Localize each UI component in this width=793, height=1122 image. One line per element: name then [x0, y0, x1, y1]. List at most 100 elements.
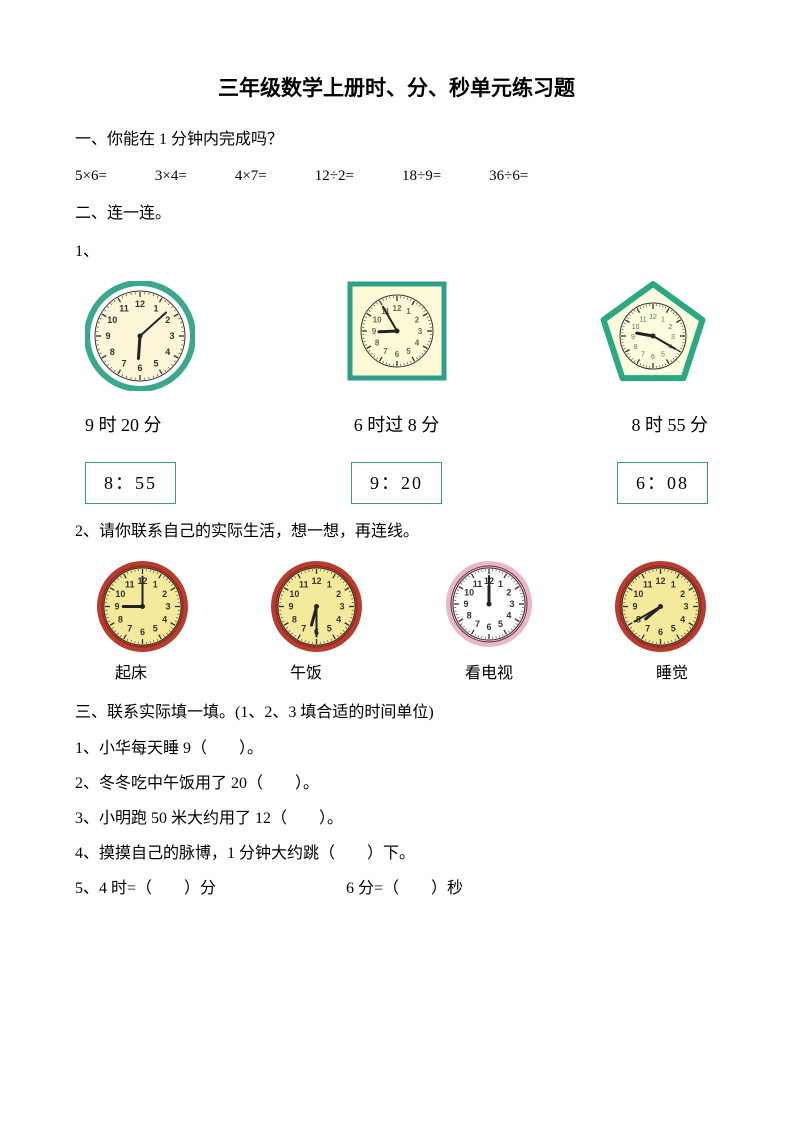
svg-text:1: 1 — [661, 317, 665, 324]
svg-text:2: 2 — [336, 589, 341, 599]
svg-text:3: 3 — [509, 599, 514, 609]
svg-text:6: 6 — [140, 627, 145, 637]
math-problem: 3×4= — [155, 163, 187, 190]
clock-square: 123456789101112 — [347, 281, 447, 391]
clocks-row-2: 123456789101112 123456789101112 12345678… — [75, 559, 718, 654]
clock-round: 123456789101112 — [269, 559, 364, 654]
page-title: 三年级数学上册时、分、秒单元练习题 — [75, 70, 718, 108]
svg-text:4: 4 — [506, 610, 511, 620]
math-problem: 5×6= — [75, 163, 107, 190]
math-problems-row: 5×6= 3×4= 4×7= 12÷2= 18÷9= 36÷6= — [75, 163, 718, 190]
svg-text:8: 8 — [292, 614, 297, 624]
svg-text:8: 8 — [466, 610, 471, 620]
svg-text:12: 12 — [392, 304, 401, 313]
svg-text:7: 7 — [383, 347, 388, 356]
svg-text:6: 6 — [658, 627, 663, 637]
svg-text:1: 1 — [406, 307, 411, 316]
math-problem: 18÷9= — [402, 163, 441, 190]
svg-text:3: 3 — [340, 601, 345, 611]
svg-text:7: 7 — [641, 352, 645, 359]
svg-text:7: 7 — [127, 623, 132, 633]
svg-text:5: 5 — [498, 619, 503, 629]
svg-text:11: 11 — [119, 303, 129, 313]
svg-text:5: 5 — [153, 623, 158, 633]
time-label: 6 时过 8 分 — [354, 409, 440, 441]
section2-heading: 二、连一连。 — [75, 200, 718, 229]
svg-text:9: 9 — [631, 334, 635, 341]
svg-text:4: 4 — [165, 347, 170, 357]
time-labels-row: 9 时 20 分 6 时过 8 分 8 时 55 分 — [75, 409, 718, 441]
svg-text:5: 5 — [661, 352, 665, 359]
clock-pentagon: 123456789101112 — [598, 281, 708, 391]
svg-text:11: 11 — [472, 579, 482, 589]
section1-heading: 一、你能在 1 分钟内完成吗？ — [75, 126, 718, 155]
svg-text:1: 1 — [671, 579, 676, 589]
svg-text:1: 1 — [498, 579, 503, 589]
fill-line: 1、小华每天睡 9（ ）。 — [75, 735, 718, 764]
fill-line: 3、小明跑 50 米大约用了 12（ ）。 — [75, 805, 718, 834]
activity-label: 睡觉 — [656, 660, 688, 689]
fill-line-pair: 5、4 时=（ ）分 6 分=（ ）秒 — [75, 875, 718, 904]
svg-text:9: 9 — [463, 599, 468, 609]
svg-text:1: 1 — [153, 303, 158, 313]
clock-circle: 123456789101112 — [85, 281, 195, 391]
svg-text:2: 2 — [506, 587, 511, 597]
fill-line: 4、摸摸自己的脉博，1 分钟大约跳（ ）下。 — [75, 840, 718, 869]
svg-text:12: 12 — [312, 576, 322, 586]
svg-text:7: 7 — [475, 619, 480, 629]
svg-text:2: 2 — [680, 589, 685, 599]
digital-times-row: 8：55 9：20 6：08 — [75, 462, 718, 504]
svg-text:8: 8 — [118, 614, 123, 624]
clock-round: 123456789101112 — [613, 559, 708, 654]
svg-text:9: 9 — [289, 601, 294, 611]
svg-text:1: 1 — [327, 579, 332, 589]
svg-text:2: 2 — [668, 324, 672, 331]
clock-round: 123456789101112 — [444, 559, 534, 654]
svg-text:5: 5 — [406, 347, 411, 356]
svg-text:9: 9 — [632, 601, 637, 611]
svg-text:1: 1 — [153, 579, 158, 589]
fill-line: 2、冬冬吃中午饭用了 20（ ）。 — [75, 770, 718, 799]
activities-row: 起床 午饭 看电视 睡觉 — [75, 660, 718, 689]
svg-text:10: 10 — [290, 589, 300, 599]
svg-text:2: 2 — [162, 589, 167, 599]
time-label: 8 时 55 分 — [632, 409, 709, 441]
svg-text:10: 10 — [372, 316, 381, 325]
activity-label: 起床 — [115, 660, 147, 689]
svg-text:10: 10 — [107, 315, 117, 325]
svg-text:11: 11 — [299, 579, 309, 589]
svg-text:9: 9 — [371, 327, 376, 336]
svg-text:6: 6 — [137, 363, 142, 373]
svg-text:12: 12 — [655, 576, 665, 586]
svg-text:12: 12 — [649, 314, 657, 321]
svg-text:10: 10 — [632, 324, 640, 331]
svg-text:7: 7 — [302, 623, 307, 633]
fill-5a: 5、4 时=（ ）分 — [75, 875, 216, 904]
math-problem: 4×7= — [235, 163, 267, 190]
svg-text:4: 4 — [336, 614, 341, 624]
svg-text:6: 6 — [486, 622, 491, 632]
svg-text:3: 3 — [671, 334, 675, 341]
svg-text:12: 12 — [135, 299, 145, 309]
svg-text:8: 8 — [110, 347, 115, 357]
svg-text:11: 11 — [125, 579, 135, 589]
digital-time-box: 8：55 — [85, 462, 176, 504]
section2-sub1: 1、 — [75, 238, 718, 267]
math-problem: 36÷6= — [489, 163, 528, 190]
math-problem: 12÷2= — [315, 163, 354, 190]
svg-text:5: 5 — [671, 623, 676, 633]
fill-5b: 6 分=（ ）秒 — [346, 875, 463, 904]
svg-text:4: 4 — [680, 614, 685, 624]
digital-time-box: 9：20 — [351, 462, 442, 504]
svg-text:3: 3 — [165, 601, 170, 611]
svg-text:10: 10 — [115, 589, 125, 599]
svg-text:3: 3 — [417, 327, 422, 336]
time-label: 9 时 20 分 — [85, 409, 162, 441]
svg-text:5: 5 — [327, 623, 332, 633]
svg-text:6: 6 — [651, 354, 655, 361]
svg-text:4: 4 — [414, 339, 419, 348]
svg-text:8: 8 — [634, 344, 638, 351]
svg-text:9: 9 — [114, 601, 119, 611]
clock-round: 123456789101112 — [95, 559, 190, 654]
svg-text:6: 6 — [394, 350, 399, 359]
